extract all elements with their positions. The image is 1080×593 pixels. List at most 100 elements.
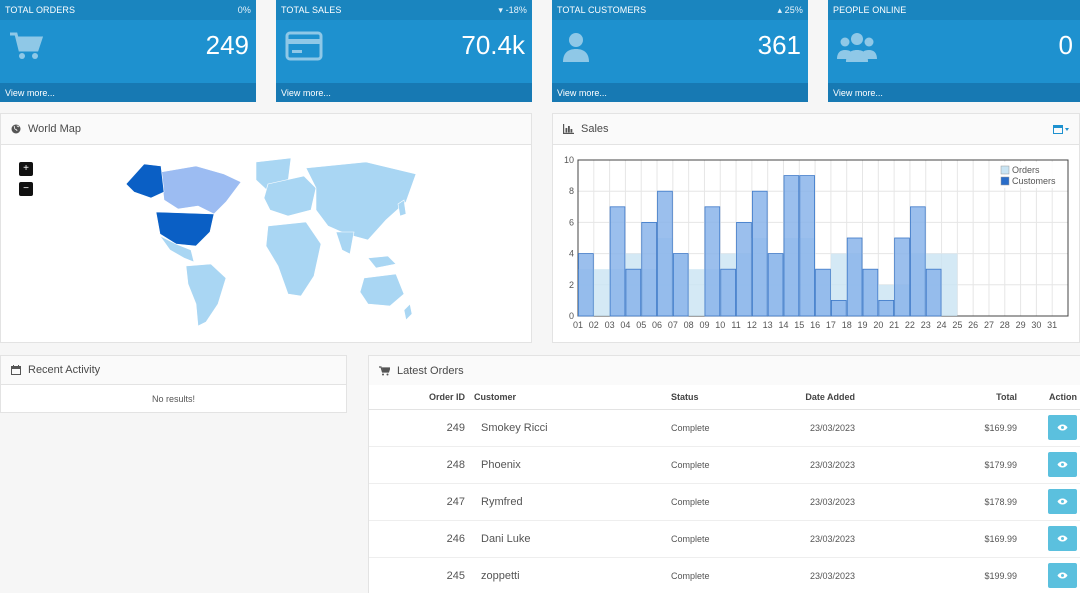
map-region-indonesia (367, 255, 397, 269)
order-total: $178.99 (855, 483, 1017, 521)
view-more-link[interactable]: View more... (0, 83, 256, 102)
x-tick-label: 09 (699, 320, 709, 330)
order-total: $169.99 (855, 520, 1017, 558)
x-tick-label: 12 (747, 320, 757, 330)
eye-icon (1057, 498, 1068, 505)
tile-header: TOTAL CUSTOMERS ▴ 25% (552, 0, 808, 20)
customer-name: Dani Luke (469, 520, 667, 558)
customer-name: zoppetti (469, 557, 667, 593)
view-order-button[interactable] (1048, 452, 1077, 477)
x-tick-label: 23 (921, 320, 931, 330)
customers-bar (783, 175, 800, 317)
col-action: Action (1017, 385, 1080, 410)
map-region-india (335, 231, 355, 255)
legend-swatch-customers (1000, 176, 1010, 186)
recent-activity-panel: Recent Activity No results! (0, 355, 347, 413)
tile-header: TOTAL SALES ▾ -18% (276, 0, 532, 20)
tile-header: TOTAL ORDERS 0% (0, 0, 256, 20)
x-tick-label: 20 (873, 320, 883, 330)
x-tick-label: 08 (684, 320, 694, 330)
sales-header: Sales (553, 114, 1079, 145)
col-date-added[interactable]: Date Added (759, 385, 855, 410)
order-status: Complete (667, 520, 759, 558)
latest-orders-panel: Latest Orders Order ID Customer Status D… (368, 355, 1080, 593)
map-region-canada (160, 165, 242, 215)
calendar-dropdown-icon[interactable] (1053, 124, 1069, 134)
world-map-panel: World Map + − (0, 113, 532, 343)
customers-bar (767, 253, 784, 317)
x-tick-label: 24 (937, 320, 947, 330)
credit-card-icon (285, 31, 323, 64)
map-zoom-in-button[interactable]: + (19, 162, 33, 176)
view-order-button[interactable] (1048, 526, 1077, 551)
customers-bar (609, 206, 626, 317)
latest-orders-table: Order ID Customer Status Date Added Tota… (369, 385, 1080, 593)
customers-bar (894, 237, 910, 317)
x-tick-label: 11 (731, 320, 740, 330)
customers-bar (736, 222, 752, 317)
x-tick-label: 04 (620, 320, 630, 330)
customer-name: Smokey Ricci (469, 409, 667, 447)
map-zoom-out-button[interactable]: − (19, 182, 33, 196)
tile-total-sales: TOTAL SALES ▾ -18% 70.4k View more... (276, 0, 532, 102)
x-tick-label: 03 (605, 320, 615, 330)
col-total[interactable]: Total (855, 385, 1017, 410)
order-status: Complete (667, 446, 759, 484)
view-more-link[interactable]: View more... (276, 83, 532, 102)
tile-delta: 0% (237, 5, 251, 15)
world-map[interactable] (106, 154, 426, 334)
x-tick-label: 25 (952, 320, 962, 330)
chart-legend-box (998, 162, 1066, 188)
table-row: 248 Phoenix Complete 23/03/2023 $179.99 (369, 446, 1080, 484)
world-map-title: World Map (28, 123, 81, 135)
tile-people-online: PEOPLE ONLINE 0 View more... (828, 0, 1080, 102)
tile-value: 0 (1058, 30, 1073, 60)
eye-icon (1057, 572, 1068, 579)
y-tick-label: 8 (569, 186, 574, 196)
col-order-id[interactable]: Order ID (369, 385, 469, 410)
legend-swatch-orders (1000, 165, 1010, 175)
order-total: $199.99 (855, 557, 1017, 593)
customers-bar (657, 190, 673, 317)
map-region-australia (359, 273, 405, 307)
customers-bar (878, 299, 895, 317)
customers-bar (720, 268, 736, 317)
x-tick-label: 02 (589, 320, 599, 330)
bar-chart-icon (563, 124, 574, 134)
view-more-link[interactable]: View more... (828, 83, 1080, 102)
order-id: 248 (369, 446, 469, 484)
x-tick-label: 06 (652, 320, 662, 330)
order-status: Complete (667, 409, 759, 447)
y-tick-label: 6 (569, 217, 574, 227)
order-id: 245 (369, 557, 469, 593)
tile-header: PEOPLE ONLINE (828, 0, 1080, 20)
x-tick-label: 27 (984, 320, 994, 330)
legend-label-orders: Orders (1012, 165, 1040, 175)
x-tick-label: 15 (794, 320, 804, 330)
recent-activity-title: Recent Activity (28, 364, 101, 376)
view-order-button[interactable] (1048, 563, 1077, 588)
customers-bar (578, 253, 594, 317)
y-tick-label: 10 (564, 155, 574, 165)
latest-orders-header: Latest Orders (369, 356, 1080, 385)
map-region-alaska (125, 163, 165, 199)
col-status[interactable]: Status (667, 385, 759, 410)
customers-bar (751, 190, 768, 317)
col-customer[interactable]: Customer (469, 385, 667, 410)
x-tick-label: 30 (1031, 320, 1041, 330)
eye-icon (1057, 424, 1068, 431)
x-tick-label: 16 (810, 320, 820, 330)
x-tick-label: 17 (826, 320, 836, 330)
map-region-africa (265, 221, 322, 297)
x-tick-label: 07 (668, 320, 678, 330)
view-more-link[interactable]: View more... (552, 83, 808, 102)
eye-icon (1057, 461, 1068, 468)
order-status: Complete (667, 483, 759, 521)
table-row: 249 Smokey Ricci Complete 23/03/2023 $16… (369, 409, 1080, 447)
order-id: 249 (369, 409, 469, 447)
table-header-row: Order ID Customer Status Date Added Tota… (369, 385, 1080, 410)
latest-orders-title: Latest Orders (397, 364, 464, 377)
view-order-button[interactable] (1048, 415, 1077, 440)
view-order-button[interactable] (1048, 489, 1077, 514)
order-id: 246 (369, 520, 469, 558)
